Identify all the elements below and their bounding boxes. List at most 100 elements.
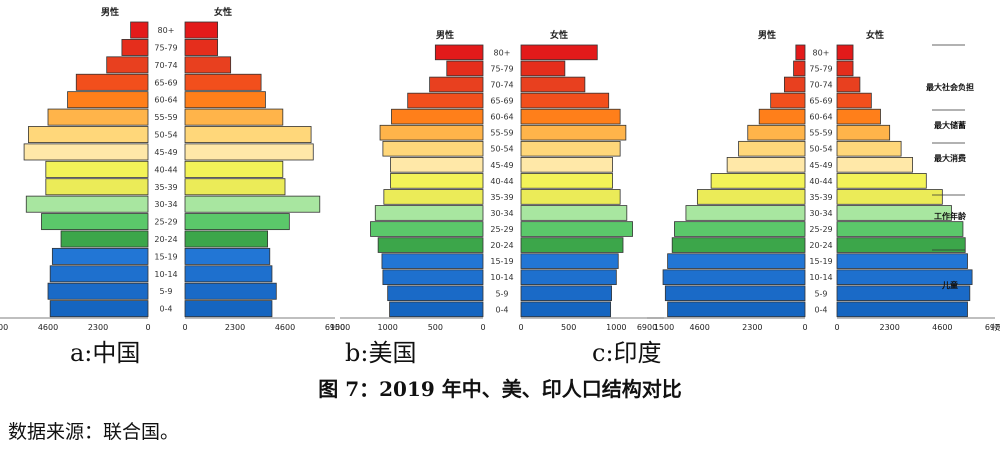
chart3-female-bar	[836, 140, 902, 157]
chart2-age-label: 10-14	[490, 273, 513, 282]
chart2-age-label: 50-54	[490, 145, 513, 154]
chart3-female-bar	[836, 189, 943, 205]
chart2-male-bar	[390, 157, 484, 173]
chart1-female-bar	[184, 73, 262, 91]
chart3-male-bar	[726, 157, 806, 173]
chart3-age-label: 35-39	[809, 193, 832, 202]
chart2-female-bar	[520, 301, 612, 318]
chart1-age-label: 60-64	[154, 96, 177, 105]
chart-a-label: a:中国	[70, 339, 141, 367]
chart1-male-tick: 0	[145, 323, 150, 332]
chart1-female-bar	[184, 247, 271, 265]
chart3-female-bar	[836, 253, 968, 269]
chart1-female-tick: 2300	[225, 323, 245, 332]
chart1-female-bar	[184, 265, 273, 283]
chart3-male-bar	[738, 140, 806, 157]
chart1-age-label: 75-79	[154, 43, 177, 52]
chart3-female-tick: 6900	[985, 323, 1000, 332]
chart3-age-label: 20-24	[809, 241, 832, 250]
chart3-male-bar	[664, 285, 806, 302]
chart2-female-bar	[520, 285, 612, 302]
chart3-male-bar	[710, 173, 806, 189]
chart1-age-label: 10-14	[154, 270, 177, 279]
chart1-male-bar	[49, 265, 149, 283]
chart3-age-label: 0-4	[814, 305, 827, 314]
chart2-male-bar	[382, 269, 484, 285]
chart2-age-label: 30-34	[490, 209, 513, 218]
chart3-female-bar	[836, 205, 952, 221]
chart3-age-label: 5-9	[814, 289, 827, 298]
chart2-age-label: 0-4	[495, 305, 508, 314]
chart2-female-bar	[520, 205, 628, 221]
chart3-female-tick: 4600	[932, 323, 952, 332]
chart1-female-bar	[184, 39, 219, 56]
chart1-male-bar	[25, 195, 149, 213]
chart1-female-bar	[184, 108, 284, 126]
chart1-age-label: 20-24	[154, 235, 177, 244]
chart2-male-bar	[374, 205, 484, 221]
chart2-age-label: 80+	[494, 48, 511, 57]
chart3-male-bar	[747, 124, 806, 141]
chart2-female-bar	[520, 76, 586, 93]
chart2-male-bar	[407, 92, 484, 109]
chart2-female-bar	[520, 108, 621, 125]
chart1-male-bar	[75, 73, 149, 91]
chart1-male-bar	[41, 213, 149, 231]
chart1-male-tick: 2300	[88, 323, 108, 332]
chart3-age-label: 40-44	[809, 177, 832, 186]
chart2-female-bar	[520, 44, 598, 61]
chart2-age-label: 35-39	[490, 193, 513, 202]
chart3-female-tick: 2300	[879, 323, 899, 332]
chart3-male-bar	[662, 269, 806, 285]
chart2-male-bar	[391, 108, 484, 125]
chart1-female-tick: 0	[182, 323, 187, 332]
chart3-female-tick: 0	[834, 323, 839, 332]
chart3-male-bar	[696, 189, 806, 205]
chart2-female-header: 女性	[550, 29, 568, 41]
chart3-male-bar	[770, 92, 806, 109]
chart1-male-bar	[130, 21, 149, 39]
chart2-age-label: 25-29	[490, 225, 513, 234]
chart2-male-bar	[381, 253, 484, 269]
chart1-female-bar	[184, 300, 273, 318]
chart2-female-bar	[520, 237, 624, 253]
chart1-age-label: 30-34	[154, 200, 177, 209]
chart2-male-bar	[377, 237, 484, 253]
chart3-male-bar	[667, 301, 806, 318]
chart1-female-bar	[184, 195, 321, 213]
chart2-male-tick: 1000	[377, 323, 397, 332]
chart1-male-bar	[45, 160, 149, 178]
chart1-male-bar	[47, 108, 149, 126]
chart2-female-bar	[520, 140, 621, 157]
chart2-age-label: 5-9	[495, 289, 508, 298]
chart3-female-bar	[836, 301, 968, 318]
chart2-male-bar	[390, 173, 484, 189]
chart2-age-label: 75-79	[490, 64, 513, 73]
chart2-age-label: 45-49	[490, 161, 513, 170]
chart2-age-label: 60-64	[490, 113, 513, 122]
chart3-age-label: 60-64	[809, 113, 832, 122]
chart1-male-bar	[60, 230, 149, 248]
chart1-male-bar	[45, 178, 149, 196]
chart3-male-bar	[667, 253, 806, 269]
chart3-age-label: 15-19	[809, 257, 832, 266]
chart2-male-bar	[389, 301, 484, 318]
chart3-male-tick: 4600	[689, 323, 709, 332]
chart3-age-label: 75-79	[809, 64, 832, 73]
chart3-female-bar	[836, 237, 966, 253]
chart2-male-bar	[379, 124, 484, 141]
chart1-female-tick: 4600	[275, 323, 295, 332]
chart2-age-label: 55-59	[490, 129, 513, 138]
chart2-age-label: 40-44	[490, 177, 513, 186]
chart1-male-bar	[49, 300, 149, 318]
chart2-male-bar	[446, 60, 484, 77]
chart3-male-tick: 2300	[742, 323, 762, 332]
chart2-female-tick: 1000	[606, 323, 626, 332]
charts-area: 男性 女性 0-4 5-9 10-14 15-19 20-24 25-29 30-34 35-39…	[0, 6, 1000, 332]
chart1-male-bar	[28, 126, 149, 143]
chart2-male-bar	[370, 221, 484, 237]
chart1-age-label: 80+	[158, 26, 175, 35]
chart1-age-label: 50-54	[154, 131, 177, 140]
chart1-female-tick: 6900	[325, 323, 345, 332]
chart2-male-header: 男性	[436, 29, 454, 41]
